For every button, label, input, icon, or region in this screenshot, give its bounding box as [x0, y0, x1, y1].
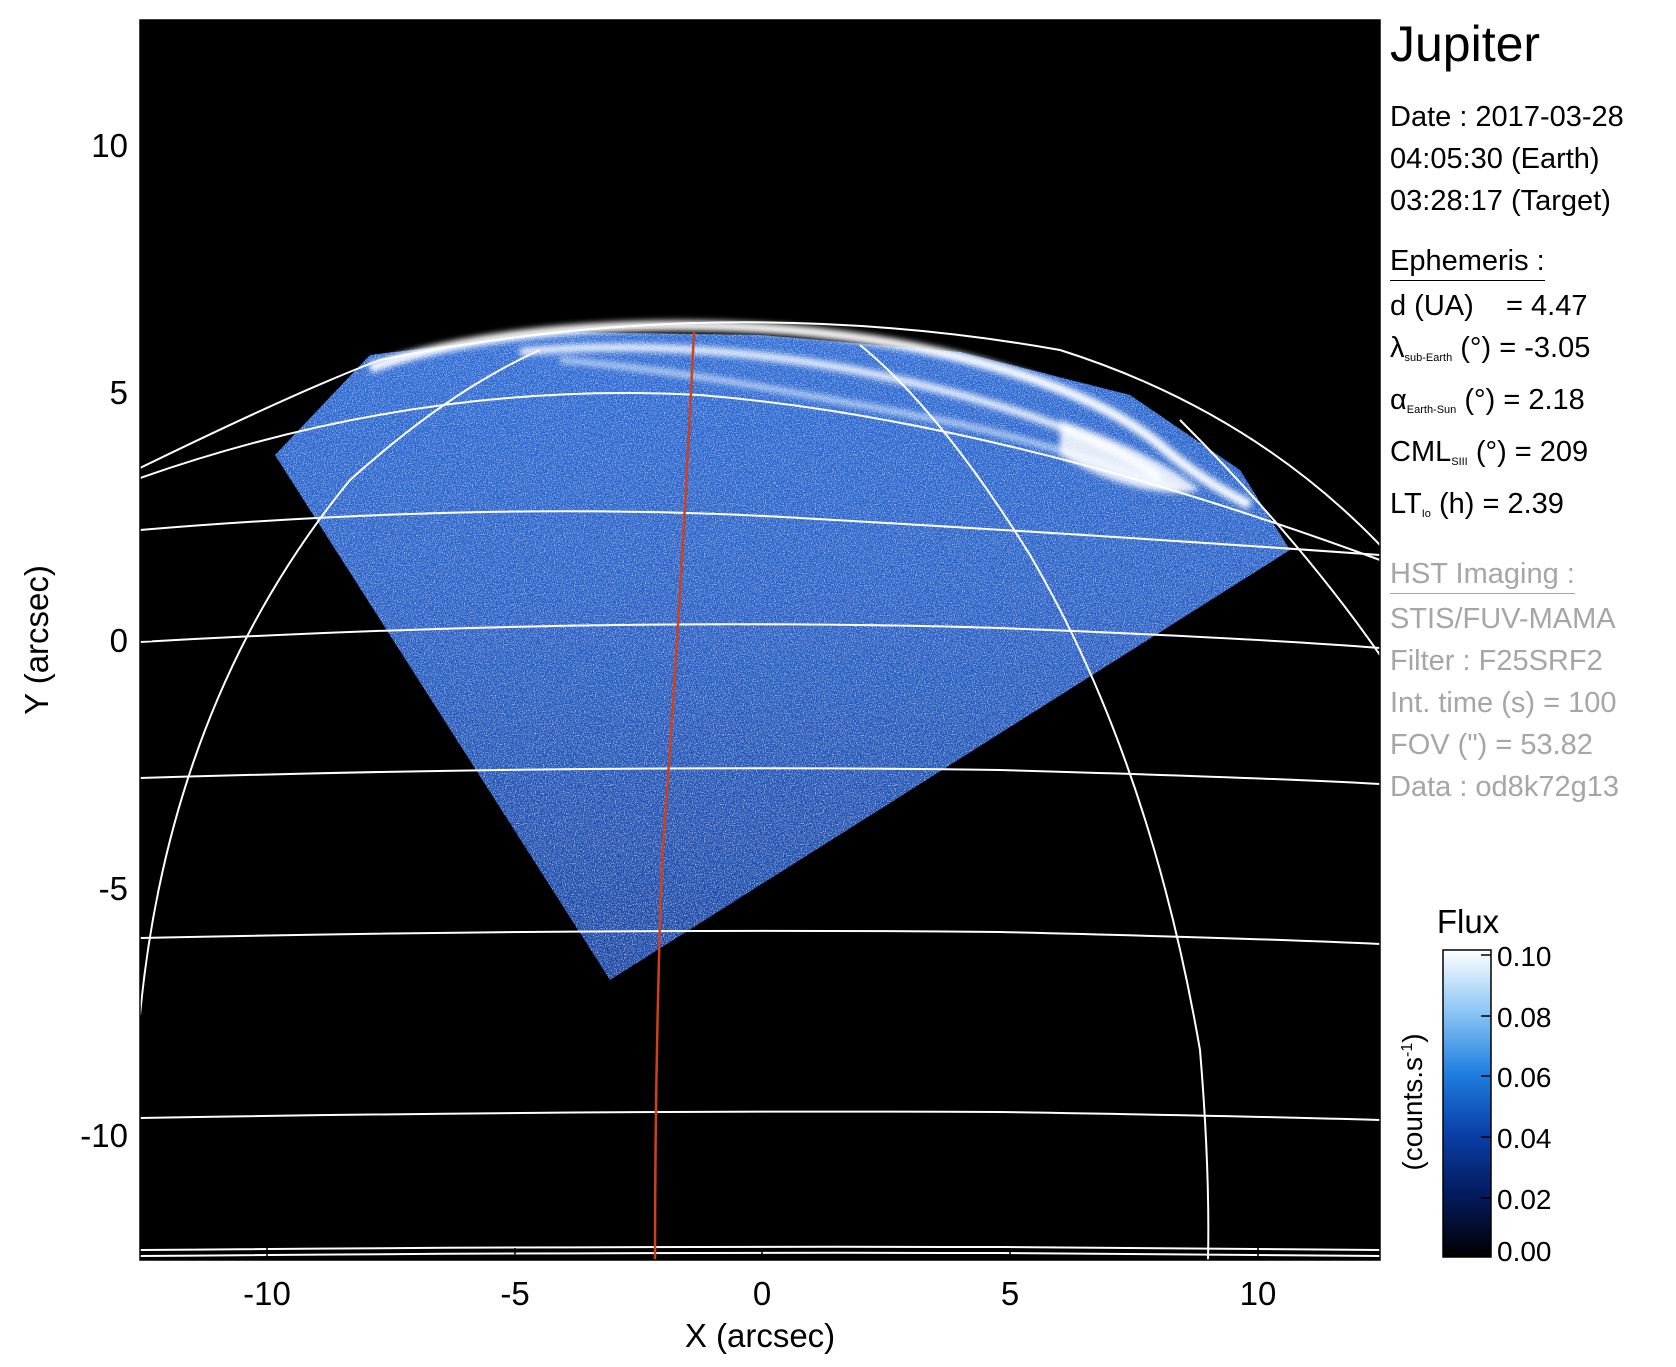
- earth-time: 04:05:30 (Earth): [1390, 143, 1600, 175]
- auroral-oval: [368, 320, 1253, 510]
- hst-heading: HST Imaging :: [1390, 555, 1575, 594]
- x-tick-label: -5: [500, 1275, 529, 1312]
- cml-subscript: SIII: [1451, 456, 1468, 468]
- y-tick-label: -5: [99, 870, 128, 907]
- x-axis-label: X (arcsec): [685, 1317, 835, 1354]
- latitude-grid: [140, 321, 1380, 1257]
- colorbar-tick-label: 0.00: [1497, 1236, 1552, 1267]
- lambda-unit: (°): [1460, 332, 1492, 364]
- x-tick-label: 5: [1001, 1275, 1019, 1312]
- filter: Filter : F25SRF2: [1390, 645, 1603, 677]
- cml-unit: (°): [1475, 436, 1507, 468]
- cml-row: CMLSIII (°) = 209: [1390, 431, 1670, 483]
- alpha-row: αEarth-Sun (°) = 2.18: [1390, 379, 1670, 431]
- y-tick-label: -10: [80, 1117, 128, 1154]
- lt-value: = 2.39: [1482, 488, 1564, 520]
- lambda-subscript: sub-Earth: [1404, 352, 1453, 364]
- cml-symbol: CML: [1390, 436, 1452, 468]
- y-tick-label: 5: [110, 374, 128, 411]
- colorbar: [1442, 949, 1492, 1258]
- lt-row: LTIo (h) = 2.39: [1390, 483, 1670, 535]
- alpha-symbol: α: [1390, 384, 1407, 416]
- field-of-view: FOV (") = 53.82: [1390, 729, 1593, 761]
- instrument: STIS/FUV-MAMA: [1390, 603, 1616, 635]
- colorbar-title: Flux: [1437, 903, 1500, 940]
- lambda-row: λsub-Earth (°) = -3.05: [1390, 327, 1670, 379]
- lambda-symbol: λ: [1390, 332, 1405, 364]
- target-time: 03:28:17 (Target): [1390, 185, 1611, 217]
- longitude-grid: [140, 344, 1380, 1260]
- lt-symbol: LT: [1390, 488, 1422, 520]
- y-axis: [140, 144, 152, 1136]
- x-tick-label: 10: [1240, 1275, 1277, 1312]
- central-meridian-line: [653, 331, 696, 1260]
- x-axis: [266, 1248, 1259, 1260]
- y-tick-label: 10: [91, 127, 128, 164]
- planet-title: Jupiter: [1390, 16, 1541, 72]
- data-id: Data : od8k72g13: [1390, 771, 1619, 803]
- fuv-image-wedge: [275, 332, 1290, 980]
- colorbar-unit-label: (counts.s-1): [1397, 1033, 1428, 1170]
- x-tick-label: 0: [753, 1275, 771, 1312]
- colorbar-tick-label: 0.02: [1497, 1184, 1552, 1215]
- y-axis-label: Y (arcsec): [18, 565, 55, 715]
- integration-time: Int. time (s) = 100: [1390, 687, 1617, 719]
- distance-row: d (UA) = 4.47: [1390, 285, 1670, 327]
- x-tick-label: -10: [243, 1275, 291, 1312]
- info-panel: Jupiter Date : 2017-03-28 04:05:30 (Eart…: [1390, 14, 1670, 808]
- colorbar-tick-label: 0.10: [1497, 941, 1552, 972]
- colorbar-tick-label: 0.04: [1497, 1123, 1552, 1154]
- ephemeris-heading: Ephemeris :: [1390, 242, 1545, 281]
- alpha-subscript: Earth-Sun: [1406, 404, 1457, 416]
- distance-value: = 4.47: [1506, 290, 1588, 322]
- alpha-value: = 2.18: [1503, 384, 1585, 416]
- distance-label: d (UA): [1390, 290, 1474, 322]
- colorbar-ticks: [1481, 954, 1491, 1251]
- lt-unit: (h): [1438, 488, 1475, 520]
- observation-date: Date : 2017-03-28: [1390, 101, 1624, 133]
- colorbar-tick-label: 0.08: [1497, 1002, 1552, 1033]
- y-tick-label: 0: [110, 622, 128, 659]
- cml-value: = 209: [1514, 436, 1589, 468]
- lt-subscript: Io: [1421, 508, 1431, 520]
- lambda-value: = -3.05: [1499, 332, 1591, 364]
- alpha-unit: (°): [1464, 384, 1496, 416]
- colorbar-tick-label: 0.06: [1497, 1062, 1552, 1093]
